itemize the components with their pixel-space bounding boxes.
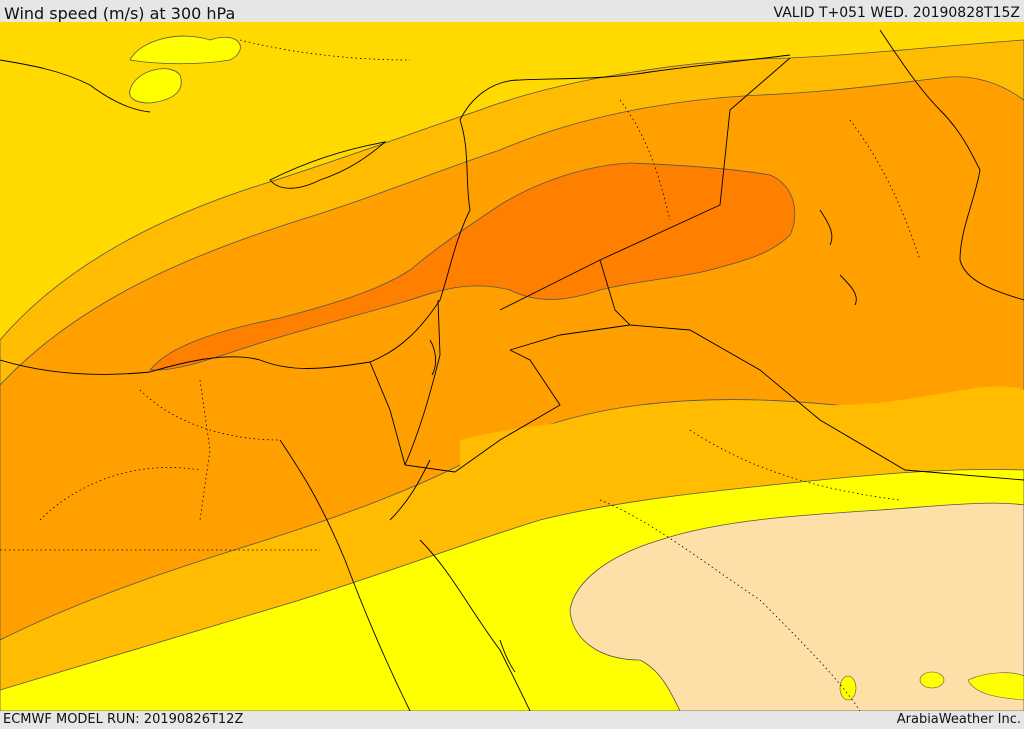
footer-bar: ECMWF MODEL RUN: 20190826T12Z ArabiaWeat… (0, 711, 1024, 729)
band-yellow-islet-2 (839, 675, 857, 701)
band-yellow-islet-1 (919, 671, 945, 689)
wind-speed-map (0, 22, 1024, 711)
header-bar: Wind speed (m/s) at 300 hPa VALID T+051 … (0, 0, 1024, 23)
valid-time: VALID T+051 WED. 20190828T15Z (773, 5, 1020, 21)
internal-borders (0, 39, 921, 711)
jet-core (149, 162, 796, 371)
band-yellow-north-2 (129, 68, 182, 104)
map-canvas (0, 22, 1024, 711)
band-lightest (569, 502, 1024, 711)
coastlines (0, 29, 1024, 711)
map-title: Wind speed (m/s) at 300 hPa (4, 4, 236, 23)
band-yellow-islet-3 (967, 672, 1024, 701)
model-run-label: ECMWF MODEL RUN: 20190826T12Z (3, 712, 244, 727)
credit-label: ArabiaWeather Inc. (896, 712, 1021, 727)
country-borders (369, 57, 1024, 481)
band-yellow-north-1 (129, 35, 241, 65)
